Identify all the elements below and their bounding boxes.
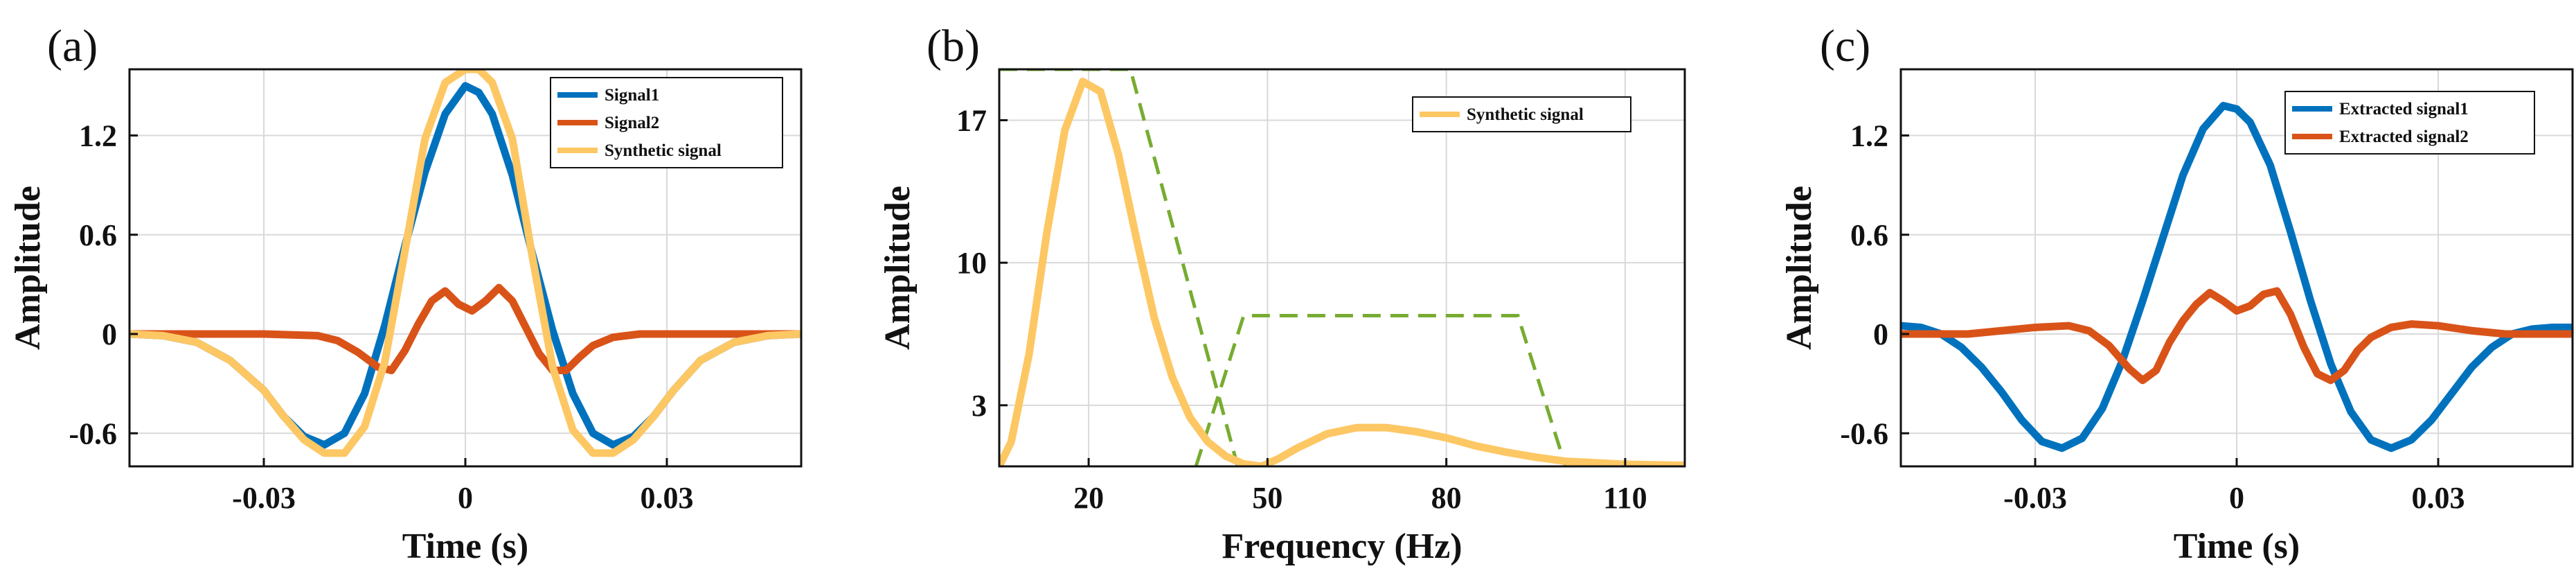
y-axis-title: Amplitude [8,186,48,350]
plot-area [1901,102,2573,452]
filter-window-line [1194,314,1568,466]
x-axis-title: Time (s) [2174,527,2300,566]
panel-label: (a) [47,21,98,71]
legend-label: Signal2 [605,114,659,132]
legend-label: Extracted signal2 [2339,128,2469,146]
x-tick-label: 0.03 [2412,481,2465,515]
y-tick-label: 0.6 [79,218,117,252]
x-tick-label: 50 [1252,481,1282,515]
x-tick-label: 20 [1073,481,1104,515]
y-tick-label: 0 [1873,317,1888,351]
x-tick-label: 0 [458,481,473,515]
legend-label: Extracted signal1 [2339,100,2469,118]
legend: Synthetic signal [1412,96,1631,132]
plot-area [999,69,1685,466]
y-axis-title: Amplitude [1780,186,1819,350]
y-tick-label: 1.2 [79,119,117,153]
x-tick-label: -0.03 [2003,481,2067,515]
y-tick-label: 0 [102,317,117,351]
legend-label: Synthetic signal [605,141,722,160]
x-axis-title: Time (s) [402,527,528,566]
series-line-extracted-signal2 [1901,287,2573,385]
panel-b: 20 50 80 110 3 10 17 Frequency (Hz) Amplitude (b)… [878,21,1686,566]
x-axis-title: Frequency (Hz) [1222,527,1462,566]
y-tick-label: 17 [956,103,987,137]
y-tick-label: 1.2 [1850,119,1888,153]
series-line-synthetic-signal [999,78,1685,466]
axes-frame [998,68,1686,468]
x-tick-label: -0.03 [232,481,296,515]
y-tick-label: -0.6 [69,416,117,450]
legend-box [2284,91,2535,155]
legend: Signal1 Signal2 Synthetic signal [550,77,783,168]
x-tick-label: 110 [1603,481,1647,515]
panel-c: -0.03 0 0.03 -0.6 0 0.6 1.2 Time (s) Amplitude (c… [1780,21,2574,566]
x-tick-label: 0.03 [641,481,694,515]
x-tick-label: 80 [1431,481,1462,515]
panel-label: (c) [1820,21,1870,71]
y-tick-label: -0.6 [1840,416,1888,450]
y-tick-label: 0.6 [1850,218,1888,252]
y-tick-label: 3 [972,389,987,423]
panel-a: -0.03 0 0.03 -0.6 0 0.6 1.2 Time (s) Amplitude (a… [8,21,803,566]
series-line-extracted-signal1 [1901,102,2573,452]
y-axis-title: Amplitude [878,186,918,350]
legend-label: Signal1 [605,86,659,105]
legend-label: Synthetic signal [1467,105,1584,124]
series-line-signal2 [129,283,801,375]
filter-window-line [999,69,1240,466]
panel-label: (b) [927,21,980,71]
series-line-synthetic-signal [129,69,801,457]
legend: Extracted signal1 Extracted signal2 [2284,91,2535,155]
plot-area [129,69,801,457]
x-tick-label: 0 [2229,481,2244,515]
y-tick-label: 10 [956,246,987,280]
